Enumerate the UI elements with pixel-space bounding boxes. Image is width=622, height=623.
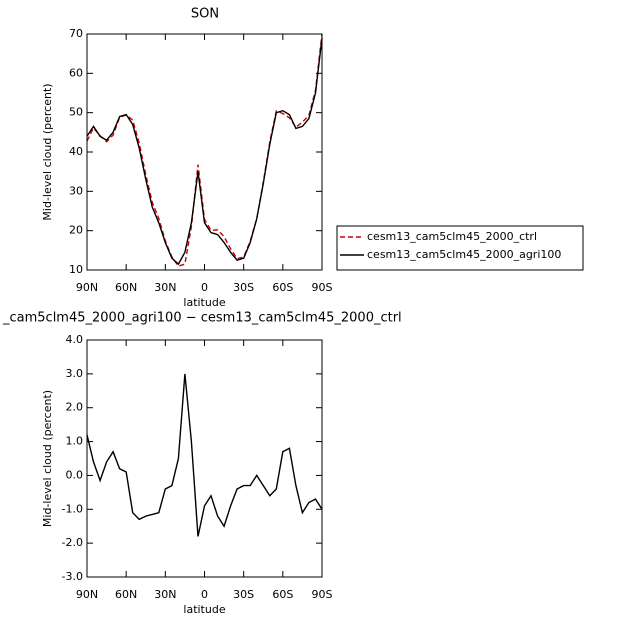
- y-tick-label: 4.0: [66, 333, 84, 346]
- plot-frame: [86, 339, 323, 578]
- legend-box: [336, 225, 584, 271]
- chart-title: _cam5clm45_2000_agri100 − cesm13_cam5clm…: [2, 311, 402, 326]
- x-tick-label: 60S: [272, 588, 293, 601]
- data-line: [86, 37, 323, 266]
- x-axis-label: latitude: [183, 296, 225, 309]
- y-axis-label: Mid-level cloud (percent): [41, 83, 54, 220]
- x-tick-label: 60N: [115, 588, 137, 601]
- y-tick-label: 2.0: [66, 401, 84, 414]
- legend-label: cesm13_cam5clm45_2000_agri100: [367, 248, 561, 261]
- legend-label: cesm13_cam5clm45_2000_ctrl: [367, 230, 537, 243]
- chart-title: SON: [191, 7, 219, 22]
- x-tick-label: 90N: [76, 281, 98, 294]
- x-tick-label: 0: [201, 588, 208, 601]
- y-tick-label: 1.0: [66, 435, 84, 448]
- y-tick-label: 70: [69, 27, 83, 40]
- y-tick-label: -3.0: [62, 570, 83, 583]
- y-tick-label: 3.0: [66, 367, 84, 380]
- y-tick-label: 30: [69, 184, 83, 197]
- x-tick-label: 90S: [312, 588, 333, 601]
- y-tick-label: 60: [69, 66, 83, 79]
- x-tick-label: 90S: [312, 281, 333, 294]
- data-line: [86, 373, 323, 537]
- y-tick-label: 20: [69, 224, 83, 237]
- x-tick-label: 60S: [272, 281, 293, 294]
- x-tick-label: 30N: [154, 588, 176, 601]
- x-axis-label: latitude: [183, 603, 225, 616]
- plot-frame: [86, 33, 323, 271]
- y-tick-label: 10: [69, 263, 83, 276]
- x-tick-label: 30S: [233, 588, 254, 601]
- x-tick-label: 0: [201, 281, 208, 294]
- y-tick-label: 50: [69, 106, 83, 119]
- x-tick-label: 30S: [233, 281, 254, 294]
- x-tick-label: 90N: [76, 588, 98, 601]
- y-tick-label: 40: [69, 145, 83, 158]
- x-tick-label: 60N: [115, 281, 137, 294]
- y-axis-label: Mid-level cloud (percent): [41, 390, 54, 527]
- y-tick-label: -1.0: [62, 502, 83, 515]
- y-tick-label: -2.0: [62, 536, 83, 549]
- y-tick-label: 0.0: [66, 468, 84, 481]
- data-line: [86, 33, 323, 267]
- x-tick-label: 30N: [154, 281, 176, 294]
